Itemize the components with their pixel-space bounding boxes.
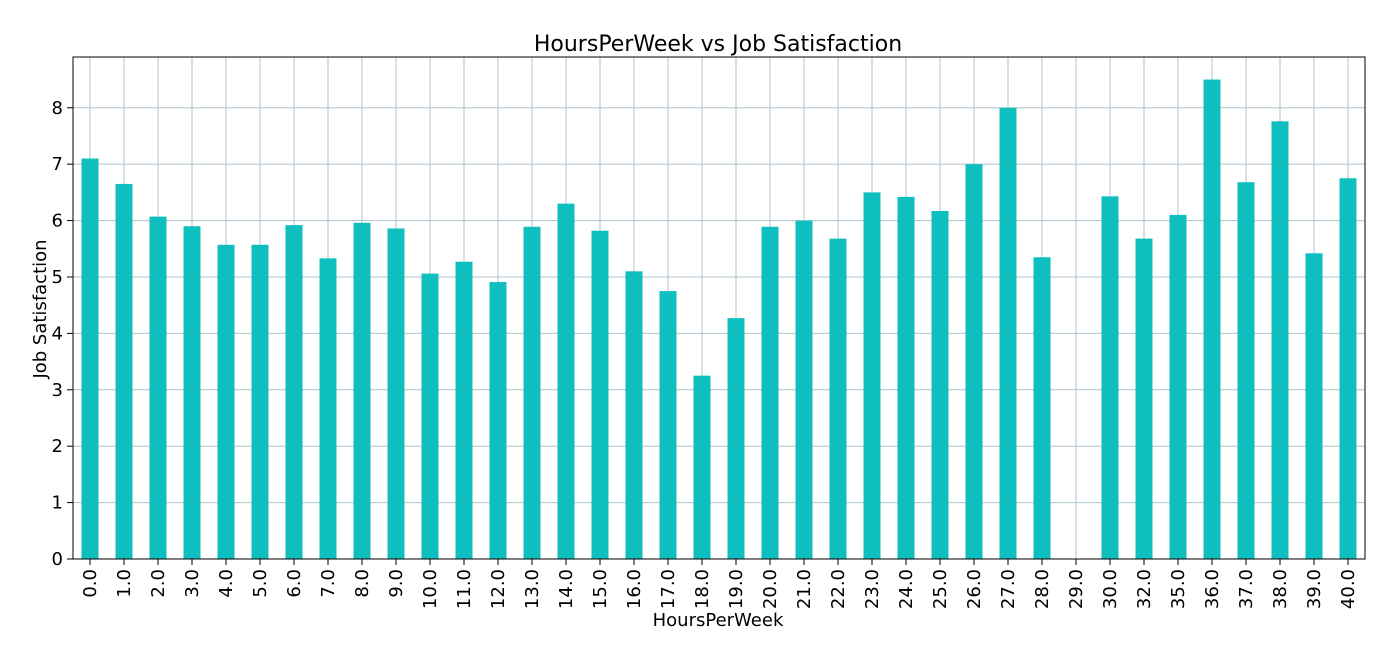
- bar-14.0: [557, 203, 575, 560]
- bar-19.0: [727, 318, 745, 559]
- x-axis: 0.0 1.0 2.0 3.0 4.0 5.0 6.0 7.0 8.0 9.0 10.0 11.0 12…: [80, 559, 1359, 609]
- y-tick-label: 1: [52, 493, 63, 514]
- bar-21.0: [795, 220, 813, 559]
- y-tick-label: 3: [52, 380, 63, 401]
- bar-1.0: [115, 183, 133, 560]
- bar-27.0: [999, 107, 1017, 560]
- x-tick-label: 2.0: [148, 569, 169, 598]
- x-tick-label: 1.0: [114, 569, 135, 598]
- bar-6.0: [285, 225, 303, 559]
- x-tick-label: 9.0: [386, 569, 407, 598]
- bar-35.0: [1169, 214, 1187, 559]
- x-tick-label: 25.0: [930, 569, 951, 609]
- x-tick-label: 24.0: [896, 569, 917, 609]
- y-tick-label: 2: [52, 436, 63, 457]
- bar-15.0: [591, 230, 609, 560]
- bar-2.0: [149, 216, 167, 559]
- y-tick-label: 8: [52, 98, 63, 119]
- x-tick-label: 36.0: [1202, 569, 1223, 609]
- bar-0.0: [81, 158, 99, 560]
- x-tick-label: 14.0: [556, 569, 577, 609]
- bar-28.0: [1033, 257, 1051, 559]
- x-tick-label: 12.0: [488, 569, 509, 609]
- x-tick-label: 30.0: [1100, 569, 1121, 609]
- x-tick-label: 0.0: [80, 569, 101, 598]
- bar-25.0: [931, 210, 949, 560]
- x-tick-label: 6.0: [284, 569, 305, 598]
- bar-36.0: [1203, 79, 1221, 559]
- x-tick-label: 5.0: [250, 569, 271, 598]
- x-tick-label: 40.0: [1338, 569, 1359, 609]
- x-tick-label: 7.0: [318, 569, 339, 598]
- y-axis: 0 1 2 3 4 5 6 7 8: [52, 98, 73, 570]
- bar-5.0: [251, 244, 269, 559]
- x-tick-label: 3.0: [182, 569, 203, 598]
- bar-23.0: [863, 192, 881, 559]
- x-axis-label: HoursPerWeek: [653, 610, 784, 631]
- y-tick-label: 4: [52, 323, 63, 344]
- x-tick-label: 16.0: [624, 569, 645, 609]
- x-tick-label: 35.0: [1168, 569, 1189, 609]
- x-tick-label: 38.0: [1270, 569, 1291, 609]
- x-tick-label: 10.0: [420, 569, 441, 609]
- y-tick-label: 6: [52, 211, 63, 232]
- y-tick-label: 0: [52, 549, 63, 570]
- x-tick-label: 26.0: [964, 569, 985, 609]
- x-tick-label: 39.0: [1304, 569, 1325, 609]
- bar-32.0: [1135, 238, 1153, 559]
- x-tick-label: 37.0: [1236, 569, 1257, 609]
- bar-20.0: [761, 226, 779, 559]
- x-tick-label: 4.0: [216, 569, 237, 598]
- x-tick-label: 29.0: [1066, 569, 1087, 609]
- bar-39.0: [1305, 253, 1323, 559]
- bar-37.0: [1237, 182, 1255, 560]
- y-tick-label: 5: [52, 267, 63, 288]
- y-axis-label: Job Satisfaction: [30, 239, 51, 379]
- x-tick-label: 19.0: [726, 569, 747, 609]
- bar-26.0: [965, 164, 983, 560]
- x-tick-label: 13.0: [522, 569, 543, 609]
- x-tick-label: 15.0: [590, 569, 611, 609]
- x-tick-label: 27.0: [998, 569, 1019, 609]
- bar-9.0: [387, 228, 405, 559]
- x-tick-label: 23.0: [862, 569, 883, 609]
- bar-30.0: [1101, 196, 1119, 560]
- x-tick-label: 11.0: [454, 569, 475, 609]
- bar-11.0: [455, 261, 473, 559]
- bar-4.0: [217, 244, 235, 559]
- plot-area-frame: [72, 56, 1366, 560]
- x-tick-label: 20.0: [760, 569, 781, 609]
- bar-38.0: [1271, 121, 1289, 560]
- bar-18.0: [693, 375, 711, 559]
- bar-12.0: [489, 282, 507, 559]
- x-tick-label: 8.0: [352, 569, 373, 598]
- bar-40.0: [1339, 178, 1357, 560]
- chart-title: HoursPerWeek vs Job Satisfaction: [534, 32, 902, 57]
- bar-16.0: [625, 271, 643, 559]
- y-tick-label: 7: [52, 154, 63, 175]
- bar-7.0: [319, 258, 337, 559]
- x-tick-label: 18.0: [692, 569, 713, 609]
- bar-8.0: [353, 222, 371, 559]
- bars-layer: [81, 79, 1357, 560]
- x-tick-label: 32.0: [1134, 569, 1155, 609]
- bar-13.0: [523, 226, 541, 559]
- bar-10.0: [421, 273, 439, 559]
- bar-24.0: [897, 196, 915, 559]
- x-tick-label: 17.0: [658, 569, 679, 609]
- bar-22.0: [829, 238, 847, 559]
- x-tick-label: 22.0: [828, 569, 849, 609]
- x-tick-label: 21.0: [794, 569, 815, 609]
- bar-17.0: [659, 291, 677, 559]
- x-tick-label: 28.0: [1032, 569, 1053, 609]
- bar-3.0: [183, 226, 201, 559]
